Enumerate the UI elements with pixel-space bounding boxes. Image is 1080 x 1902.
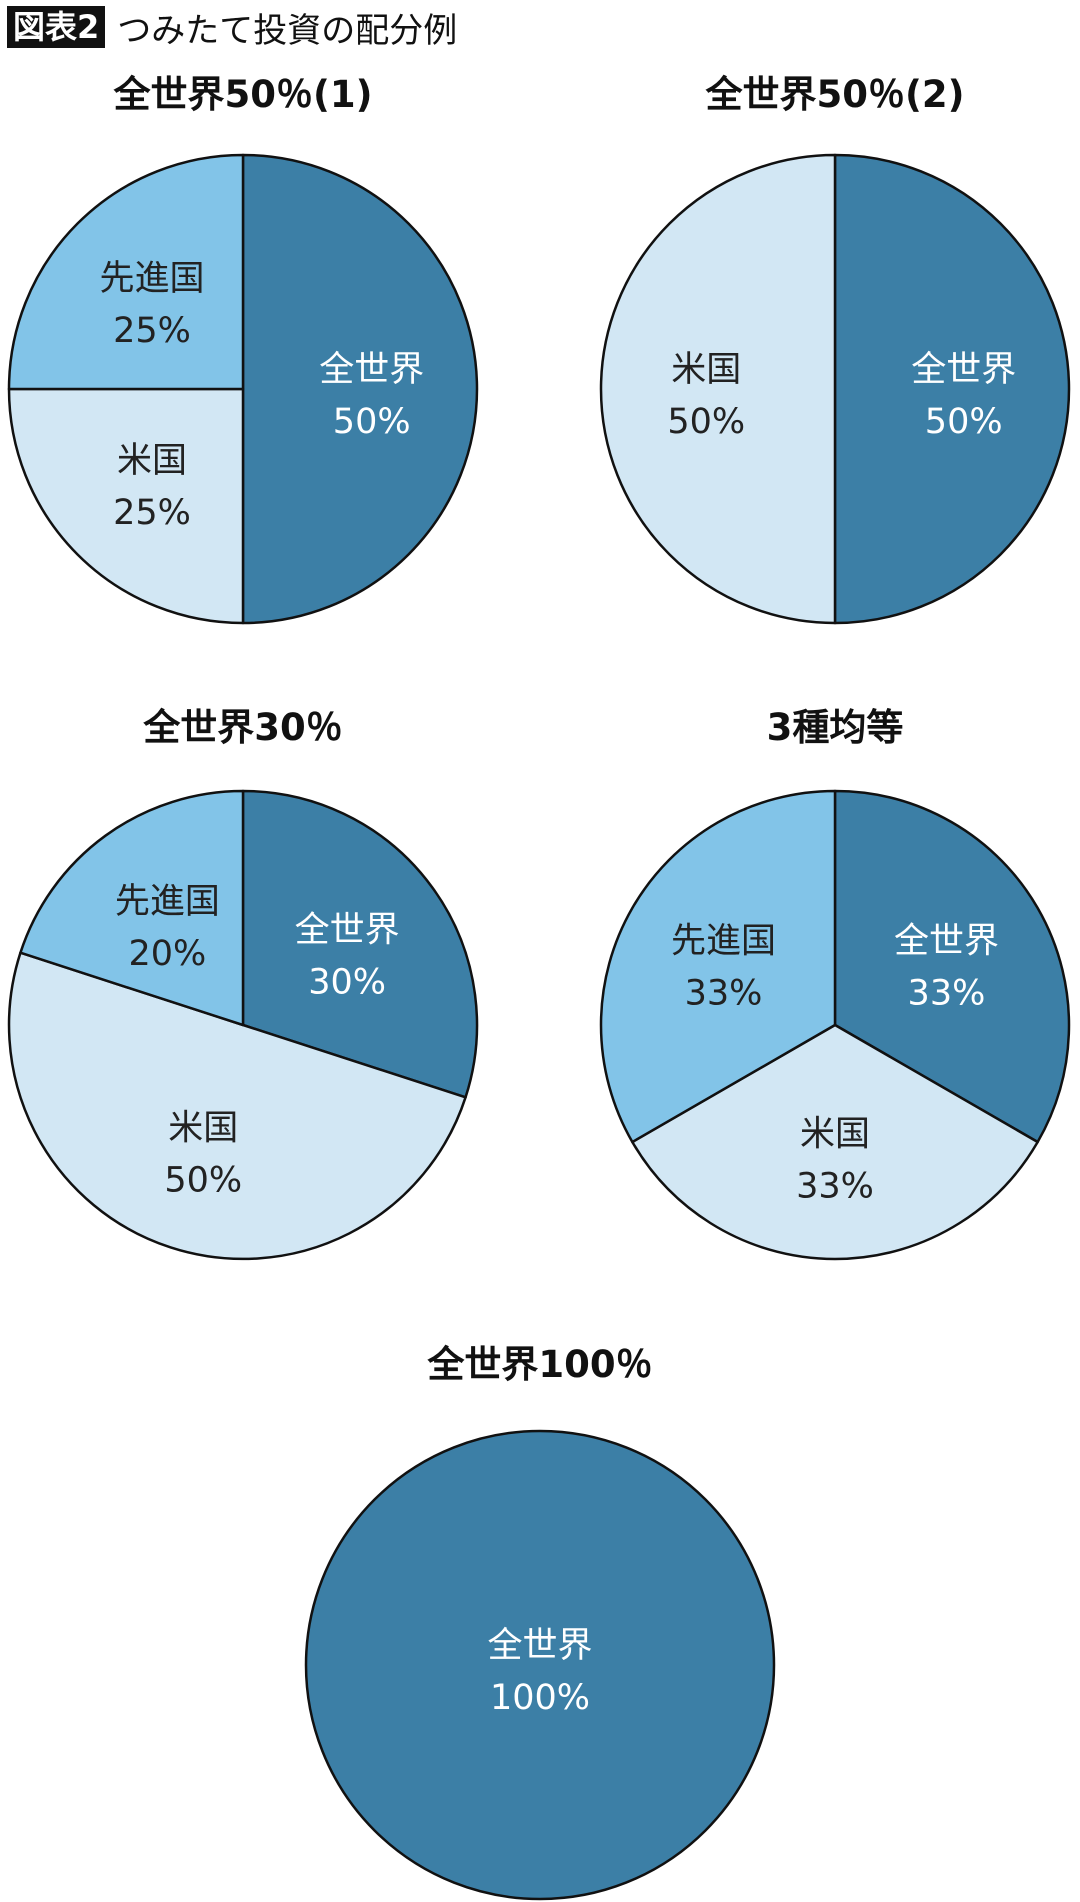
pie-slice (833, 789, 1071, 1144)
pie-slice (7, 153, 245, 391)
slice-value-label: 50% (925, 402, 1003, 442)
pie-slice (599, 153, 837, 625)
slice-label: 先進国 (99, 259, 204, 299)
pie-slice (241, 789, 479, 1099)
slice-label: 全世界 (911, 350, 1016, 390)
pie-title: 全世界100％ (426, 1343, 652, 1386)
pie-chart: 全世界50％(1) 全世界 50% 米国 25% 先進国 25% (7, 73, 479, 625)
pie-chart: 全世界30％ 全世界 30% 米国 50% 先進国 20% (7, 706, 479, 1261)
figure-number: 図表2 (7, 6, 106, 48)
slice-value-label: 50% (164, 1160, 242, 1200)
slice-label: 先進国 (115, 882, 220, 922)
pie-title: 全世界30％ (142, 706, 343, 749)
slice-label: 米国 (117, 441, 187, 481)
pie-slice (7, 951, 467, 1261)
slice-value-label: 50% (667, 402, 745, 442)
pie-slice (304, 1429, 776, 1901)
slice-value-label: 25% (113, 493, 191, 533)
pie-title: 全世界50％(2) (704, 73, 964, 116)
pie-slice (19, 789, 245, 1027)
figure-title: つみたて投資の配分例 (117, 10, 458, 51)
slice-label: 米国 (168, 1108, 238, 1148)
slice-label: 全世界 (319, 350, 424, 390)
slice-value-label: 25% (113, 311, 191, 351)
slice-label: 全世界 (295, 910, 400, 950)
slice-label: 全世界 (487, 1626, 592, 1666)
slice-value-label: 33% (685, 974, 763, 1014)
slice-value-label: 33% (908, 974, 986, 1014)
slice-value-label: 20% (128, 934, 206, 974)
slice-label: 米国 (800, 1115, 870, 1155)
slice-value-label: 100% (490, 1678, 590, 1718)
pie-chart: 全世界100％ 全世界 100% (304, 1343, 776, 1901)
slice-label: 全世界 (894, 922, 999, 962)
slice-value-label: 50% (333, 402, 411, 442)
pie-title: 3種均等 (767, 706, 904, 749)
pie-slice (599, 789, 837, 1144)
slice-label: 米国 (671, 350, 741, 390)
slice-value-label: 30% (308, 962, 386, 1002)
slice-label: 先進国 (671, 922, 776, 962)
slice-value-label: 33% (796, 1167, 874, 1207)
pie-title: 全世界50％(1) (112, 73, 372, 116)
figure-header: 図表2 つみたて投資の配分例 (7, 6, 457, 51)
pie-slice (7, 387, 245, 625)
pie-chart: 全世界50％(2) 全世界 50% 米国 50% (599, 73, 1071, 625)
pie-slice (631, 1023, 1039, 1261)
pie-slice (833, 153, 1071, 625)
pie-slice (241, 153, 479, 625)
